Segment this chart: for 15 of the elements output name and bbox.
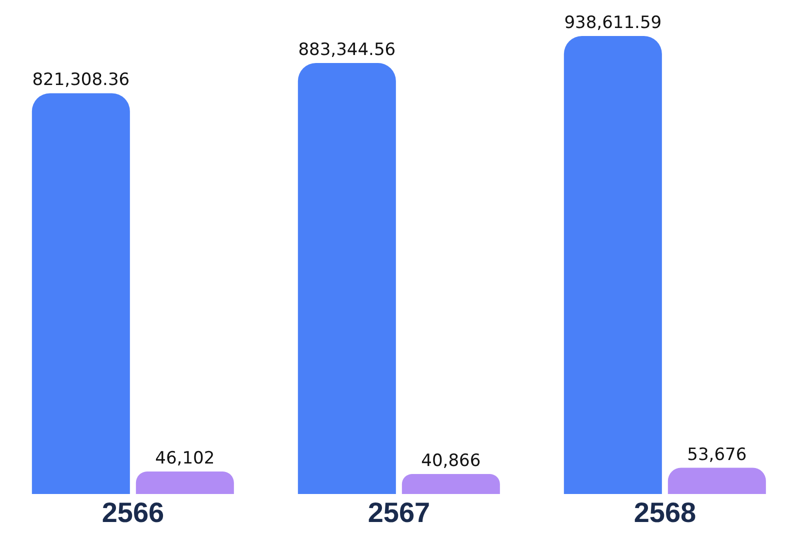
- bar: [668, 468, 766, 494]
- data-label: 821,308.36: [32, 70, 130, 90]
- data-label: 883,344.56: [298, 40, 396, 60]
- data-label: 53,676: [687, 444, 747, 465]
- bar: [136, 472, 234, 494]
- x-tick-label: 2566: [102, 496, 164, 528]
- bar: [564, 36, 662, 494]
- data-label: 40,866: [421, 451, 481, 472]
- x-tick-label: 2568: [634, 496, 696, 528]
- data-label: 938,611.59: [564, 13, 662, 33]
- data-label: 46,102: [155, 448, 215, 469]
- bar: [298, 62, 396, 494]
- bar: [402, 474, 500, 494]
- x-tick-label: 2567: [368, 496, 430, 528]
- bar: [32, 93, 130, 494]
